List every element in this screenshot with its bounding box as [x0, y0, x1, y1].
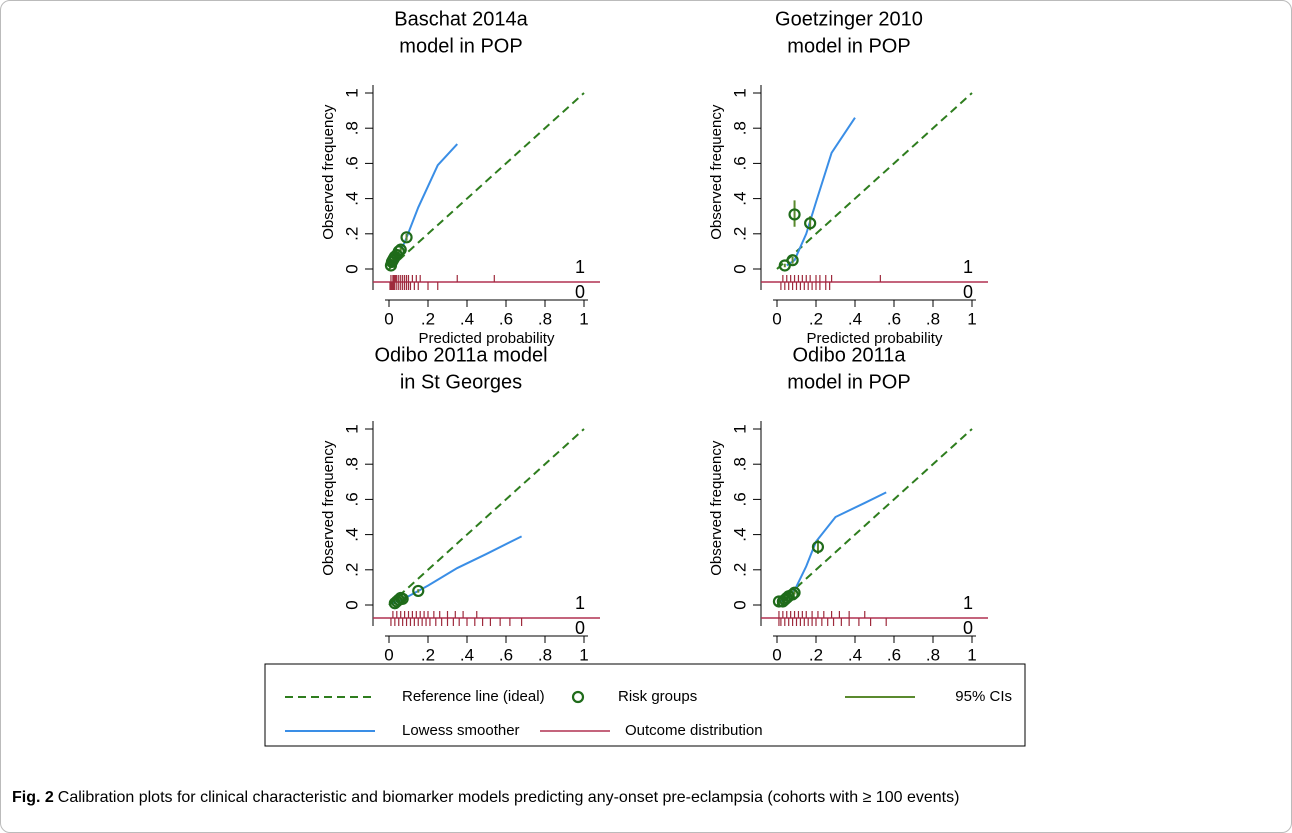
y-axis-label: Observed frequency [708, 104, 725, 240]
y-tick-label: .6 [342, 156, 361, 170]
x-tick-label: .2 [421, 309, 435, 328]
outcome-label: 1 [575, 257, 585, 277]
y-tick-label: .2 [342, 227, 361, 241]
lowess-smoother [392, 535, 523, 605]
x-tick-label: .6 [887, 645, 901, 664]
y-tick-label: .6 [342, 492, 361, 506]
chart-title: Odibo 2011a [792, 344, 906, 366]
x-tick-label: .2 [809, 309, 823, 328]
x-tick-label: .4 [460, 645, 474, 664]
x-axis-label: Predicted probability [419, 330, 555, 347]
legend-symbol [571, 690, 585, 704]
reference-line [776, 428, 973, 606]
outcome-label: 0 [575, 282, 585, 302]
risk-group [786, 588, 799, 601]
figure: Baschat 2014a model in POP 0 .2 .4 .6 .8 1 Obser… [264, 8, 1026, 747]
y-axis-label: Observed frequency [708, 440, 725, 576]
x-tick-label: .2 [809, 645, 823, 664]
y-tick-label: 0 [730, 264, 749, 273]
legend-label: Outcome distribution [625, 722, 763, 739]
y-axis-label: Observed frequency [320, 104, 337, 240]
y-tick-label: .2 [730, 563, 749, 577]
outcome-label: 0 [963, 618, 973, 638]
chart-title: model in POP [399, 35, 522, 57]
legend-label: Lowess smoother [402, 722, 520, 739]
caption-text: Calibration plots for clinical character… [57, 789, 960, 806]
reference-line [776, 92, 973, 270]
y-tick-label: .8 [342, 121, 361, 135]
x-tick-label: .4 [848, 645, 862, 664]
outcome-label: 1 [963, 593, 973, 613]
outcome-label: 0 [963, 282, 973, 302]
y-tick-label: .8 [342, 457, 361, 471]
risk-group [811, 540, 825, 554]
risk-group [786, 254, 799, 267]
y-tick-label: .2 [342, 563, 361, 577]
legend-label: 95% CIs [955, 688, 1012, 705]
x-tick-label: .6 [499, 645, 513, 664]
x-tick-label: .8 [926, 645, 940, 664]
y-tick-label: 0 [342, 264, 361, 273]
y-tick-label: .6 [730, 156, 749, 170]
x-tick-label: 1 [967, 309, 976, 328]
risk-group [788, 208, 801, 221]
risk-group [788, 586, 801, 599]
reference-line [388, 92, 585, 270]
chart-title: model in POP [787, 35, 910, 57]
lowess-smoother [786, 117, 856, 267]
outcome-label: 1 [963, 257, 973, 277]
legend-label: Risk groups [618, 688, 697, 705]
x-tick-label: 0 [772, 309, 781, 328]
x-tick-label: .4 [848, 309, 862, 328]
x-tick-label: .6 [499, 309, 513, 328]
lowess-smoother [780, 491, 887, 603]
outcome-label: 0 [575, 618, 585, 638]
y-tick-label: .6 [730, 492, 749, 506]
x-tick-label: 1 [967, 645, 976, 664]
chart-title: Odibo 2011a model [374, 344, 547, 366]
y-tick-label: 0 [342, 600, 361, 609]
x-axis-label: Predicted probability [807, 330, 943, 347]
reference-line [388, 428, 585, 606]
y-tick-label: .4 [342, 528, 361, 542]
y-axis-label: Observed frequency [320, 440, 337, 576]
chart-title: in St Georges [400, 371, 522, 393]
chart-title: Goetzinger 2010 [775, 8, 923, 30]
x-tick-label: 1 [579, 645, 588, 664]
y-tick-label: 1 [730, 424, 749, 433]
x-tick-label: .2 [421, 645, 435, 664]
x-tick-label: .4 [460, 309, 474, 328]
risk-group [396, 592, 409, 605]
risk-group [400, 231, 413, 244]
y-tick-label: .4 [342, 192, 361, 206]
y-tick-label: .8 [730, 457, 749, 471]
risk-group [392, 245, 405, 258]
y-tick-label: .2 [730, 227, 749, 241]
x-tick-label: .6 [887, 309, 901, 328]
outcome-label: 1 [575, 593, 585, 613]
y-tick-label: 1 [342, 424, 361, 433]
y-tick-label: 0 [730, 600, 749, 609]
legend-label: Reference line (ideal) [402, 688, 545, 705]
caption-label: Fig. 2 [12, 789, 54, 806]
x-tick-label: 1 [579, 309, 588, 328]
legend-box [264, 663, 1026, 747]
y-tick-label: .4 [730, 192, 749, 206]
y-tick-label: 1 [342, 88, 361, 97]
risk-group [412, 584, 425, 598]
y-tick-label: .4 [730, 528, 749, 542]
x-tick-label: 0 [384, 309, 393, 328]
y-tick-label: 1 [730, 88, 749, 97]
risk-group [394, 243, 407, 256]
chart-title: Baschat 2014a [394, 8, 528, 30]
x-tick-label: .8 [926, 309, 940, 328]
x-tick-label: .8 [538, 645, 552, 664]
x-tick-label: .8 [538, 309, 552, 328]
y-tick-label: .8 [730, 121, 749, 135]
caption: Fig. 2 Calibration plots for clinical cha… [12, 789, 959, 807]
x-tick-label: 0 [772, 645, 781, 664]
risk-group [804, 217, 817, 230]
chart-title: model in POP [787, 371, 910, 393]
x-tick-label: 0 [384, 645, 393, 664]
